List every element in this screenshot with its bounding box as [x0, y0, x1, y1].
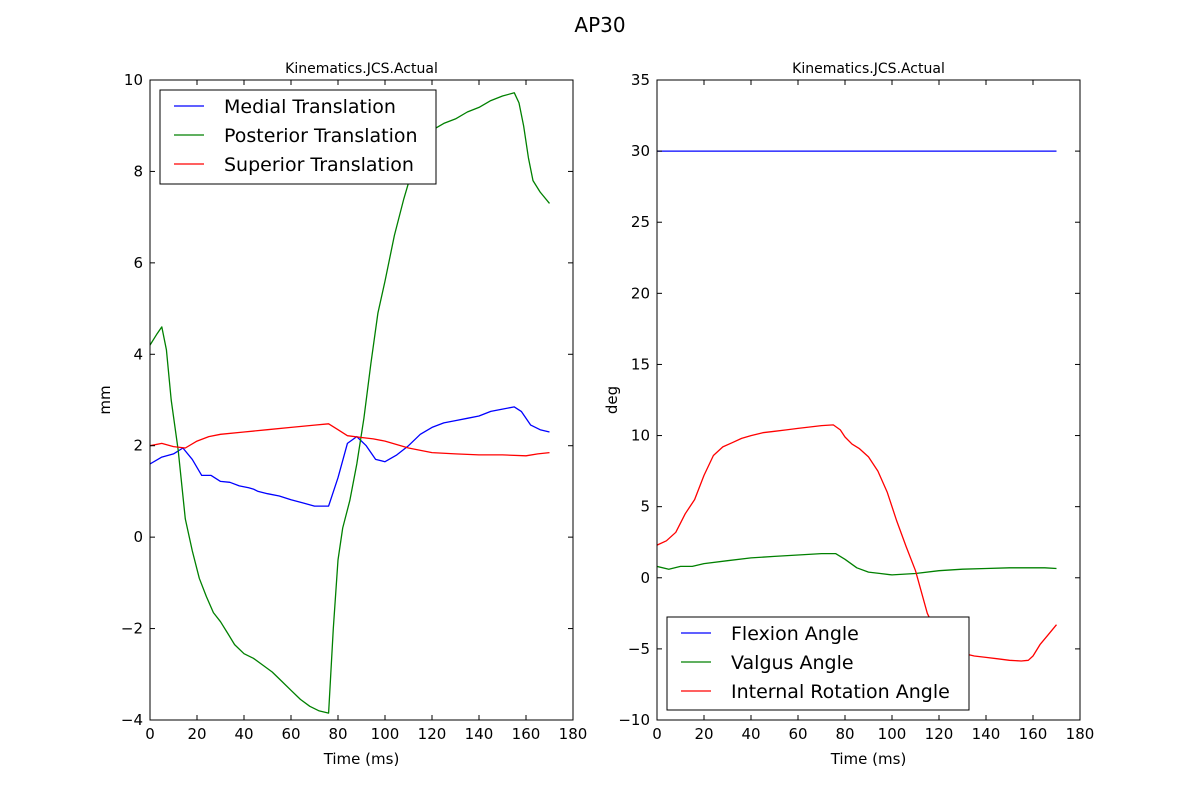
- legend-entry: Internal Rotation Angle: [731, 681, 950, 703]
- y-tick-label: 2: [133, 437, 143, 455]
- legend-entry: Superior Translation: [224, 154, 414, 176]
- legend: Medial Translation Posterior Translation S…: [159, 89, 437, 185]
- legend-entry: Medial Translation: [224, 96, 396, 118]
- legend-entry: Flexion Angle: [731, 623, 859, 645]
- y-tick-label: 20: [631, 284, 650, 302]
- x-tick-label: 100: [371, 725, 400, 743]
- x-tick-label: 140: [465, 725, 494, 743]
- x-tick-label: 120: [418, 725, 447, 743]
- x-tick-label: 20: [694, 725, 713, 743]
- series-line-medial-translation: [150, 406, 550, 507]
- legend-entry: Valgus Angle: [731, 652, 854, 674]
- x-tick-label: 160: [1019, 725, 1048, 743]
- y-tick-label: −10: [618, 711, 650, 729]
- series-line-posterior-translation: [150, 92, 551, 714]
- y-tick-label: 5: [640, 498, 650, 516]
- y-tick-label: 10: [124, 71, 143, 89]
- legend: Flexion Angle Valgus Angle Internal Rotati…: [666, 616, 970, 711]
- x-tick-label: 120: [925, 725, 954, 743]
- y-tick-label: 35: [631, 71, 650, 89]
- x-axis-label: Time (ms): [830, 750, 907, 768]
- y-tick-label: 0: [640, 569, 650, 587]
- y-tick-label: 0: [133, 528, 143, 546]
- x-tick-label: 0: [145, 725, 155, 743]
- x-tick-label: 80: [328, 725, 347, 743]
- y-tick-label: 15: [631, 355, 650, 373]
- series-line-valgus-angle: [657, 552, 1057, 576]
- axes-title: Kinematics.JCS.Actual: [792, 61, 945, 77]
- x-tick-label: 80: [835, 725, 854, 743]
- y-tick-label: −2: [121, 620, 143, 638]
- axes-frame: [656, 79, 1081, 721]
- x-axis-label: Time (ms): [323, 750, 400, 768]
- y-tick-label: 25: [631, 213, 650, 231]
- y-tick-label: 4: [133, 345, 143, 363]
- x-tick-label: 160: [512, 725, 541, 743]
- x-tick-label: 60: [788, 725, 807, 743]
- axes-right: 0 20 40 60 80 100 120 140 160 180 −10 −5 0 5 10 15 20 25 3…: [603, 61, 1094, 768]
- legend-entry: Posterior Translation: [224, 125, 418, 147]
- series-line-superior-translation: [150, 423, 550, 457]
- y-tick-label: 30: [631, 142, 650, 160]
- figure-title: AP30: [574, 13, 625, 37]
- y-tick-label: 8: [133, 162, 143, 180]
- x-tick-label: 40: [741, 725, 760, 743]
- y-tick-label: 6: [133, 254, 143, 272]
- x-tick-label: 60: [281, 725, 300, 743]
- x-tick-label: 40: [234, 725, 253, 743]
- axes-title: Kinematics.JCS.Actual: [285, 61, 438, 77]
- y-axis-label: mm: [96, 385, 114, 414]
- x-tick-label: 20: [187, 725, 206, 743]
- x-tick-label: 180: [1066, 725, 1095, 743]
- plot-area: [150, 92, 551, 714]
- axes-left: 0 20 40 60 80 100 120 140 160 180 −4 −2 0 2 4 6 8 10 Kinem…: [96, 61, 587, 768]
- y-tick-label: 10: [631, 427, 650, 445]
- x-tick-label: 180: [559, 725, 588, 743]
- series-line-internal-rotation-angle: [657, 424, 1058, 662]
- legend-box: [666, 616, 970, 711]
- x-tick-label: 100: [878, 725, 907, 743]
- y-axis-label: deg: [603, 386, 621, 414]
- x-tick-label: 140: [972, 725, 1001, 743]
- plot-area: [657, 150, 1058, 662]
- y-tick-label: −4: [121, 711, 143, 729]
- y-tick-label: −5: [628, 640, 650, 658]
- axes-frame: [149, 79, 574, 721]
- x-tick-label: 0: [652, 725, 662, 743]
- legend-box: [159, 89, 437, 185]
